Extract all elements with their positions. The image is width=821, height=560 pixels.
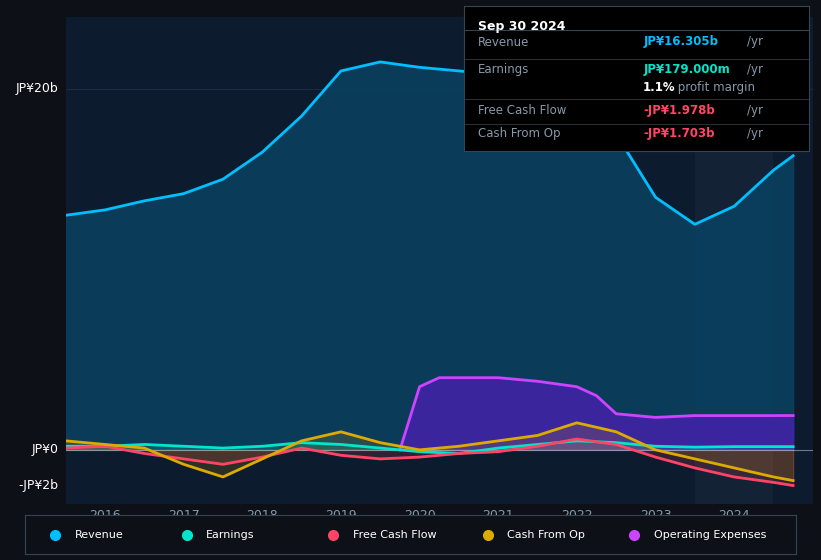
Text: /yr: /yr: [746, 35, 763, 49]
Text: /yr: /yr: [746, 63, 763, 76]
Text: 1.1%: 1.1%: [643, 81, 676, 94]
Text: Cash From Op: Cash From Op: [478, 127, 560, 140]
Text: /yr: /yr: [746, 127, 763, 140]
Text: Earnings: Earnings: [478, 63, 529, 76]
Text: -JP¥1.703b: -JP¥1.703b: [643, 127, 714, 140]
Text: Revenue: Revenue: [478, 35, 529, 49]
Text: profit margin: profit margin: [674, 81, 755, 94]
Text: Sep 30 2024: Sep 30 2024: [478, 20, 565, 33]
Text: JP¥20b: JP¥20b: [16, 82, 58, 95]
Text: JP¥16.305b: JP¥16.305b: [643, 35, 718, 49]
Bar: [695, 17, 773, 504]
Text: -JP¥1.978b: -JP¥1.978b: [643, 104, 715, 117]
Text: Free Cash Flow: Free Cash Flow: [353, 530, 436, 540]
Text: Revenue: Revenue: [75, 530, 123, 540]
Text: -JP¥2b: -JP¥2b: [18, 479, 58, 492]
Text: Cash From Op: Cash From Op: [507, 530, 585, 540]
Text: JP¥179.000m: JP¥179.000m: [643, 63, 730, 76]
Text: Free Cash Flow: Free Cash Flow: [478, 104, 566, 117]
Text: Operating Expenses: Operating Expenses: [654, 530, 766, 540]
Text: Earnings: Earnings: [206, 530, 255, 540]
Text: /yr: /yr: [746, 104, 763, 117]
Text: JP¥0: JP¥0: [31, 444, 58, 456]
